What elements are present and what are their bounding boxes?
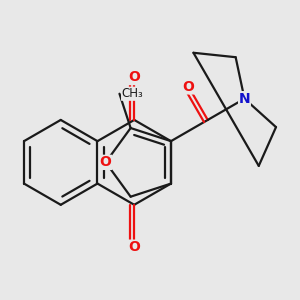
Text: O: O <box>183 80 195 94</box>
Text: CH₃: CH₃ <box>122 87 143 100</box>
Text: O: O <box>128 70 140 85</box>
Text: N: N <box>239 92 250 106</box>
Text: O: O <box>128 240 140 254</box>
Text: O: O <box>100 155 112 170</box>
